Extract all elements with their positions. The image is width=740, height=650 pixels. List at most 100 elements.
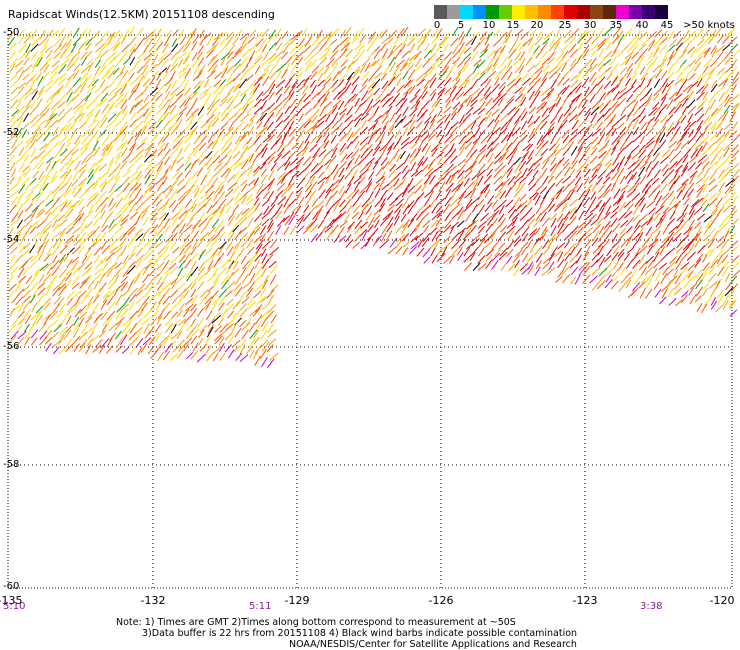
wind-barb	[24, 314, 32, 325]
wind-barb	[611, 240, 621, 249]
wind-barb	[58, 64, 67, 74]
wind-barb	[577, 98, 584, 109]
wind-barb	[116, 206, 125, 216]
wind-barb	[494, 151, 502, 159]
wind-barb	[694, 258, 702, 268]
wind-barb	[78, 238, 88, 247]
wind-barb	[248, 322, 256, 333]
wind-barb	[128, 302, 135, 311]
wind-barb	[72, 69, 80, 79]
wind-barb	[631, 171, 638, 181]
wind-barb	[211, 314, 222, 324]
wind-barb	[185, 297, 194, 306]
wind-barb	[666, 99, 674, 110]
wind-barb	[589, 57, 597, 67]
wind-barb	[231, 321, 238, 332]
wind-barb	[497, 48, 505, 58]
wind-barb	[45, 95, 53, 104]
wind-barb	[7, 36, 16, 46]
wind-barb	[442, 203, 451, 214]
wind-barb	[410, 170, 419, 178]
wind-barb	[562, 134, 570, 144]
wind-barb	[29, 259, 38, 269]
wind-barb	[577, 141, 585, 152]
wind-barb	[602, 238, 610, 248]
wind-barb	[590, 147, 598, 156]
wind-barb	[191, 41, 198, 52]
wind-barb	[598, 225, 605, 235]
wind-barb	[457, 252, 464, 261]
wind-barb	[144, 174, 151, 185]
wind-barb	[647, 148, 654, 158]
wind-barb	[576, 127, 586, 135]
wind-barb	[353, 176, 362, 185]
wind-barb	[283, 226, 290, 236]
wind-barb	[164, 91, 171, 100]
wind-barb	[290, 105, 297, 115]
wind-barb	[66, 159, 74, 171]
wind-barb	[10, 86, 19, 95]
wind-barb	[302, 212, 311, 222]
wind-barb	[151, 54, 159, 66]
wind-barb	[232, 171, 240, 180]
wind-barb	[142, 273, 150, 284]
wind-barb	[645, 161, 653, 172]
wind-barb	[574, 176, 582, 186]
wind-barb	[380, 156, 388, 166]
wind-barb	[325, 173, 332, 184]
wind-barb	[147, 37, 154, 47]
wind-barb	[52, 76, 61, 86]
wind-barb	[23, 242, 31, 250]
wind-barb	[218, 185, 224, 195]
wind-barb	[522, 143, 531, 152]
wind-barb	[150, 332, 160, 342]
wind-barb	[220, 147, 228, 156]
wind-barb	[416, 113, 425, 123]
wind-barb	[724, 153, 732, 164]
wind-barb	[211, 98, 221, 107]
wind-barb	[44, 119, 52, 129]
wind-barb	[717, 235, 725, 243]
wind-barb	[555, 231, 562, 240]
wind-barb	[162, 260, 170, 270]
wind-barb	[268, 295, 274, 304]
wind-barb	[591, 136, 599, 145]
wind-barb	[499, 45, 506, 54]
wind-barb	[234, 286, 243, 297]
wind-barb	[123, 227, 132, 236]
wind-barb	[101, 70, 111, 80]
wind-barb	[57, 231, 65, 241]
wind-barb	[148, 254, 156, 264]
wind-barb	[504, 35, 511, 44]
wind-barb	[597, 38, 607, 48]
wind-barb	[527, 264, 535, 275]
wind-barb	[253, 98, 263, 108]
wind-barb	[78, 177, 87, 187]
wind-barb	[59, 170, 68, 179]
wind-barb	[91, 78, 99, 87]
wind-barb	[669, 38, 677, 47]
wind-barb	[596, 121, 603, 131]
wind-barb	[564, 34, 574, 44]
wind-barb	[429, 73, 437, 83]
wind-barb	[183, 314, 192, 324]
wind-barb	[485, 259, 493, 270]
wind-barb	[645, 178, 654, 187]
wind-barb	[645, 127, 654, 136]
wind-barb	[360, 119, 367, 129]
wind-barb	[172, 154, 180, 164]
wind-barb	[287, 182, 295, 191]
wind-barb	[618, 86, 628, 95]
wind-barb	[123, 190, 131, 201]
wind-barb	[190, 328, 200, 338]
wind-barb	[578, 220, 587, 229]
wind-barb	[86, 174, 94, 185]
wind-barb	[610, 182, 617, 192]
wind-barb	[43, 232, 50, 242]
wind-barb	[225, 77, 236, 87]
wind-barb	[465, 38, 474, 47]
colorbar-label: 10	[482, 20, 496, 31]
wind-barb	[463, 87, 473, 96]
wind-barb	[130, 125, 138, 135]
wind-barb	[428, 108, 435, 117]
